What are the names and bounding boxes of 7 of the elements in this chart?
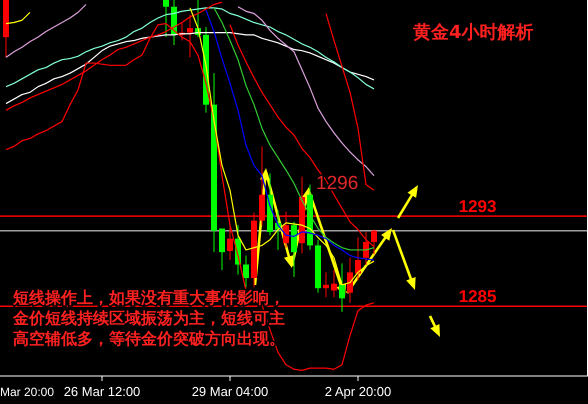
ref-line-label: 1285 — [458, 287, 496, 306]
x-tick-label: 29 Mar 04:00 — [192, 384, 268, 399]
x-tick-label: 2 Apr 20:00 — [324, 384, 392, 399]
ref-line-label: 1293 — [458, 197, 496, 216]
text: Mar 20:00 — [0, 385, 54, 399]
x-tick-label: 26 Mar 12:00 — [64, 384, 140, 399]
text: 黄金4小时解析 — [412, 22, 534, 43]
